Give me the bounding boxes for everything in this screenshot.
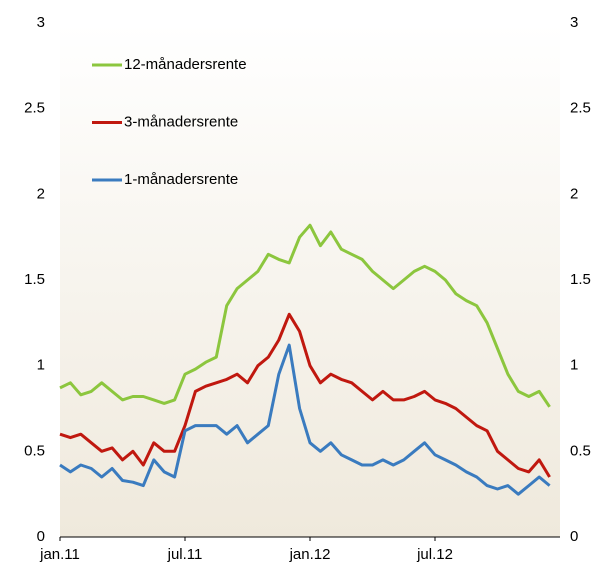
x-tick-label: jul.12 (416, 546, 453, 563)
y2-tick-label: 0 (570, 528, 578, 545)
y2-tick-label: 2.5 (570, 100, 591, 117)
series-line (59, 312, 551, 478)
y2-tick-label: 3 (570, 14, 578, 31)
legend-label: 1-månadersrente (124, 171, 238, 188)
y2-tick-label: 2 (570, 185, 578, 202)
x-tick-label: jul.11 (167, 546, 203, 563)
y-tick-label: 2 (37, 185, 45, 202)
y-tick-label: 1 (37, 357, 45, 374)
y2-tick-label: 1 (570, 357, 578, 374)
x-tick-label: jan.12 (289, 546, 331, 563)
y-tick-label: 0.5 (24, 442, 45, 459)
plot-area (60, 23, 560, 537)
y-tick-label: 2.5 (24, 100, 45, 117)
legend-label: 3-månadersrente (124, 113, 238, 130)
y2-tick-label: 1.5 (570, 271, 591, 288)
series-line (59, 223, 551, 408)
y-tick-label: 3 (37, 14, 45, 31)
x-tick-label: jan.11 (39, 546, 80, 563)
series-line (59, 343, 551, 496)
y2-tick-label: 0.5 (570, 442, 591, 459)
legend-label: 12-månadersrente (124, 56, 247, 73)
y-tick-label: 0 (37, 528, 45, 545)
y-tick-label: 1.5 (24, 271, 45, 288)
